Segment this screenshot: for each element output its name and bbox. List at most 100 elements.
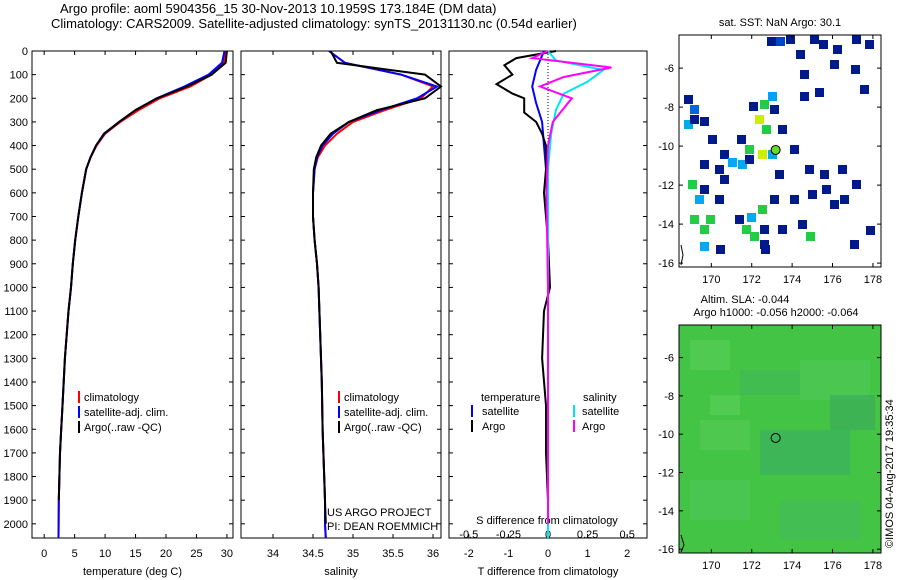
sst-lon-tick-label: 172: [743, 274, 761, 286]
sal-series-climatology: [312, 50, 435, 539]
tdiff-x-tick-label: -1: [504, 548, 514, 560]
sst-pixel: [815, 88, 824, 97]
sst-lat-tick-label: -10: [658, 141, 674, 153]
sst-lon-tick-label: 174: [783, 274, 801, 286]
sla-field-patch: [760, 430, 850, 475]
chart-title-line2: Climatology: CARS2009. Satellite-adjuste…: [51, 16, 577, 31]
sla-lon-tick-label: 170: [702, 560, 720, 572]
sst-pixel: [716, 245, 725, 254]
sst-pixel: [762, 125, 771, 134]
sst-pixel: [750, 232, 759, 241]
temp-x-tick-label: 10: [99, 548, 111, 560]
sla-field-patch: [800, 360, 870, 400]
temp-series-climatology: [57, 50, 227, 539]
sst-pixel: [830, 60, 839, 69]
depth-tick-label: 1900: [4, 495, 28, 507]
sst-pixel: [838, 165, 847, 174]
sst-pixel: [760, 240, 769, 249]
temp-x-tick-label: 15: [129, 548, 141, 560]
sst-pixel: [786, 35, 795, 44]
sst-pixel: [767, 37, 776, 46]
diff-legend-label: satellite: [482, 406, 519, 418]
sst-pixel: [768, 92, 777, 101]
sst-pixel: [708, 135, 717, 144]
sst-map-title: sat. SST: NaN Argo: 30.1: [719, 17, 841, 29]
sst-pixel: [820, 170, 829, 179]
sst-lat-tick-label: -16: [658, 258, 674, 270]
sal-x-tick-label: 34.5: [302, 548, 323, 560]
sst-pixel: [840, 195, 849, 204]
temp-x-tick-label: 5: [72, 548, 78, 560]
sla-field-patch: [690, 480, 750, 520]
depth-tick-label: 1600: [4, 424, 28, 436]
depth-tick-label: 100: [10, 70, 28, 82]
depth-tick-label: 1700: [4, 448, 28, 460]
sal-legend-label: satellite-adj. clim.: [344, 407, 428, 419]
sal-x-tick-label: 35: [347, 548, 359, 560]
sst-pixel: [830, 200, 839, 209]
sst-pixel: [819, 40, 828, 49]
sal-series-satellite: [312, 50, 440, 539]
diff-legend-swatch: [471, 420, 473, 432]
diff-legend-swatch: [573, 405, 575, 417]
sst-pixel: [758, 205, 767, 214]
tdiff-x-tick-label: 0: [545, 548, 551, 560]
sla-map-title-1: Altim. SLA: -0.044: [701, 294, 790, 306]
temp-panel-frame: [31, 50, 234, 539]
project-label: US ARGO PROJECT: [327, 507, 432, 519]
depth-tick-label: 1200: [4, 330, 28, 342]
sal-panel-frame: [240, 50, 442, 539]
depth-tick-label: 1100: [4, 306, 28, 318]
sst-map-frame: [678, 34, 882, 268]
sst-pixel: [715, 165, 724, 174]
depth-tick-label: 700: [10, 211, 28, 223]
sla-lat-tick-label: -6: [664, 353, 674, 365]
sst-lat-tick-label: -12: [658, 180, 674, 192]
diff-series-s-satellite: [547, 50, 606, 538]
temp-x-tick-label: 25: [190, 548, 202, 560]
sst-pixel: [706, 215, 715, 224]
sla-float-marker: [770, 432, 781, 443]
sal-legend-swatch: [338, 421, 340, 433]
diff-legend-temp-title: temperature: [481, 392, 540, 404]
sst-lon-tick-label: 176: [823, 274, 841, 286]
tdiff-x-tick-label: -2: [464, 548, 474, 560]
depth-tick-label: 200: [10, 93, 28, 105]
temp-x-tick-label: 30: [221, 548, 233, 560]
temp-legend-label: climatology: [84, 392, 140, 404]
sst-pixel: [728, 158, 737, 167]
sst-pixel: [770, 195, 779, 204]
sst-pixel: [851, 65, 860, 74]
sal-x-tick-label: 36: [427, 548, 439, 560]
sst-pixel: [758, 150, 767, 159]
sst-pixel: [742, 225, 751, 234]
sst-pixel: [778, 125, 787, 134]
sst-pixel: [720, 150, 729, 159]
temp-legend-swatch: [78, 421, 80, 433]
sal-x-tick-label: 34: [267, 548, 279, 560]
sst-pixel: [800, 70, 809, 79]
sla-lat-tick-label: -16: [658, 544, 674, 556]
imos-timestamp: ©IMOS 04-Aug-2017 19:35:34: [884, 399, 896, 548]
sla-lat-tick-label: -8: [664, 391, 674, 403]
sst-pixel: [800, 92, 809, 101]
sst-pixel: [761, 245, 770, 254]
depth-tick-label: 400: [10, 141, 28, 153]
sdiff-x-tick-label: 0.25: [577, 529, 598, 541]
sst-pixel: [700, 160, 709, 169]
sst-pixel: [735, 215, 744, 224]
sst-pixel: [852, 35, 861, 44]
temp-x-tick-label: 20: [160, 548, 172, 560]
sst-pixel: [745, 145, 754, 154]
diff-legend-swatch: [573, 420, 575, 432]
sst-pixel: [866, 226, 875, 235]
tdiff-x-axis-label: T difference from climatology: [478, 566, 619, 578]
sst-pixel: [808, 190, 817, 199]
sal-legend-swatch: [338, 391, 340, 403]
sst-pixel: [690, 215, 699, 224]
sst-pixel: [776, 37, 785, 46]
sla-field-patch: [710, 395, 740, 415]
sst-pixel: [822, 185, 831, 194]
sst-pixel: [747, 213, 756, 222]
diff-legend-swatch: [471, 405, 473, 417]
